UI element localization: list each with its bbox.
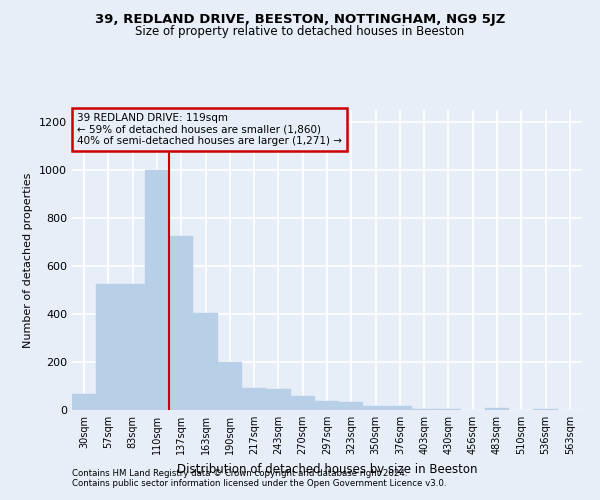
Bar: [218, 362, 242, 410]
Bar: [412, 409, 436, 410]
Y-axis label: Number of detached properties: Number of detached properties: [23, 172, 34, 348]
Bar: [145, 170, 169, 410]
Bar: [339, 402, 364, 410]
X-axis label: Distribution of detached houses by size in Beeston: Distribution of detached houses by size …: [177, 462, 477, 475]
Text: 39 REDLAND DRIVE: 119sqm
← 59% of detached houses are smaller (1,860)
40% of sem: 39 REDLAND DRIVE: 119sqm ← 59% of detach…: [77, 113, 342, 146]
Bar: [72, 394, 96, 410]
Bar: [388, 406, 412, 410]
Bar: [436, 409, 461, 410]
Bar: [193, 313, 218, 410]
Bar: [290, 396, 315, 410]
Bar: [485, 408, 509, 410]
Bar: [96, 284, 121, 410]
Bar: [266, 389, 290, 410]
Text: Contains HM Land Registry data © Crown copyright and database right 2024.: Contains HM Land Registry data © Crown c…: [72, 468, 407, 477]
Text: Size of property relative to detached houses in Beeston: Size of property relative to detached ho…: [136, 25, 464, 38]
Bar: [364, 406, 388, 410]
Bar: [315, 401, 339, 410]
Text: 39, REDLAND DRIVE, BEESTON, NOTTINGHAM, NG9 5JZ: 39, REDLAND DRIVE, BEESTON, NOTTINGHAM, …: [95, 12, 505, 26]
Bar: [533, 409, 558, 410]
Bar: [242, 388, 266, 410]
Text: Contains public sector information licensed under the Open Government Licence v3: Contains public sector information licen…: [72, 478, 446, 488]
Bar: [121, 284, 145, 410]
Bar: [169, 236, 193, 410]
